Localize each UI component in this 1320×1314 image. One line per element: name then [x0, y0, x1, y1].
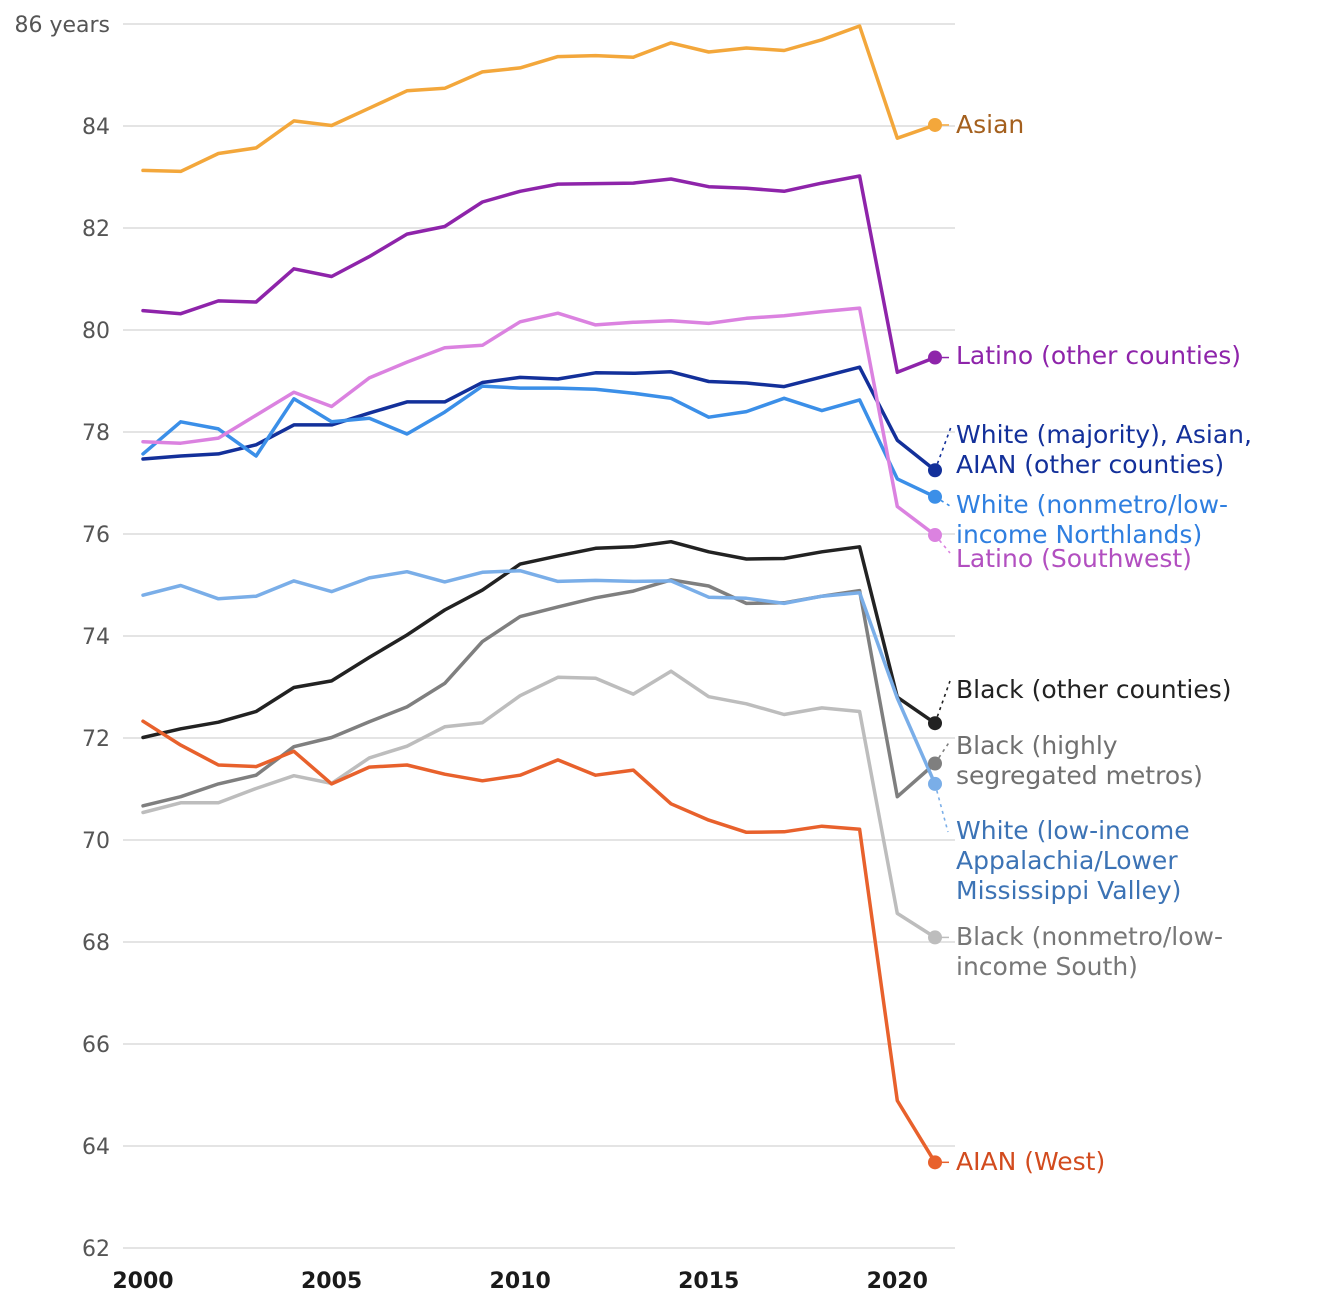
series-line-aian-west	[141, 719, 937, 1165]
series-label-white-nonmetro-low-income-northlands: income Northlands)	[956, 520, 1202, 549]
series-label-aian-west: AIAN (West)	[956, 1147, 1105, 1176]
end-point-white-majority-asian-aian-other-counties	[928, 463, 942, 478]
y-tick-label: 66	[82, 1033, 110, 1058]
y-tick-label: 82	[82, 217, 110, 242]
end-point-latino-other-counties	[928, 350, 942, 365]
series-label-black-highly-segregated-metros: segregated metros)	[956, 761, 1203, 790]
x-tick-label: 2000	[112, 1269, 173, 1294]
end-point-black-highly-segregated-metros	[928, 756, 942, 771]
series-label-black-other-counties: Black (other counties)	[956, 675, 1232, 704]
series-labels: Asian Latino (other counties) White (major…	[956, 110, 1252, 1176]
series-label-white-low-income-appalachia-lower-mississippi-valley: White (low-income	[956, 816, 1190, 845]
series-label-latino-southwest: Latino (Southwest)	[956, 544, 1192, 573]
y-axis-tick-labels: 62 64 66 68 70 72 74 76 78 80 82 84 86 years	[14, 13, 110, 1262]
x-axis-tick-labels: 2000 2005 2010 2015 2020	[112, 1269, 928, 1294]
series-line-latino-other-counties	[141, 174, 937, 375]
y-tick-label: 74	[82, 625, 110, 650]
end-point-white-nonmetro-low-income-northlands	[928, 489, 942, 504]
gridlines	[123, 23, 955, 1249]
series-label-black-highly-segregated-metros: Black (highly	[956, 731, 1118, 760]
end-point-markers	[928, 117, 942, 1170]
label-leader-lines	[934, 124, 952, 1164]
end-point-white-low-income-appalachia-lower-mississippi-valley	[928, 776, 942, 791]
y-tick-label: 76	[82, 523, 110, 548]
y-tick-label: 68	[82, 931, 110, 956]
series-line-white-low-income-appalachia-lower-mississippi-valley	[141, 568, 937, 786]
series-label-latino-other-counties: Latino (other counties)	[956, 341, 1241, 370]
x-tick-label: 2010	[490, 1269, 551, 1294]
series-line-asian	[141, 24, 937, 174]
y-tick-label: 62	[82, 1237, 110, 1262]
series-label-white-low-income-appalachia-lower-mississippi-valley: Appalachia/Lower	[956, 846, 1178, 875]
series-lines	[141, 24, 937, 1165]
y-tick-label: 70	[82, 829, 110, 854]
series-line-black-highly-segregated-metros	[141, 578, 937, 808]
y-tick-label: 64	[82, 1135, 110, 1160]
leader-line-black-other-counties	[934, 680, 951, 724]
series-line-latino-southwest	[141, 306, 937, 537]
series-line-white-nonmetro-low-income-northlands	[141, 384, 937, 499]
end-point-latino-southwest	[928, 528, 942, 543]
y-tick-label: 72	[82, 727, 110, 752]
leader-line-white-majority-asian-aian-other-counties	[934, 426, 952, 471]
series-line-white-majority-asian-aian-other-counties	[141, 365, 937, 473]
series-line-black-nonmetro-low-income-south	[141, 669, 937, 940]
series-label-white-majority-asian-aian-other-counties: AIAN (other counties)	[956, 450, 1224, 479]
x-tick-label: 2020	[867, 1269, 928, 1294]
y-tick-label: 84	[82, 115, 110, 140]
x-tick-label: 2005	[301, 1269, 362, 1294]
series-label-black-nonmetro-low-income-south: Black (nonmetro/low-	[956, 922, 1223, 951]
end-point-asian	[928, 117, 942, 132]
end-point-black-nonmetro-low-income-south	[928, 930, 942, 945]
series-label-white-nonmetro-low-income-northlands: White (nonmetro/low-	[956, 490, 1228, 519]
series-label-white-majority-asian-aian-other-counties: White (majority), Asian,	[956, 420, 1252, 449]
x-tick-label: 2015	[678, 1269, 739, 1294]
series-label-black-nonmetro-low-income-south: income South)	[956, 952, 1138, 981]
leader-line-white-low-income-appalachia-lower-mississippi-valley	[934, 783, 949, 833]
end-point-aian-west	[928, 1155, 942, 1170]
y-tick-label: 86 years	[14, 13, 110, 38]
series-label-white-low-income-appalachia-lower-mississippi-valley: Mississippi Valley)	[956, 876, 1181, 905]
end-point-black-other-counties	[928, 716, 942, 731]
y-tick-label: 78	[82, 421, 110, 446]
y-tick-label: 80	[82, 319, 110, 344]
leader-line-black-highly-segregated-metros	[934, 740, 951, 764]
series-line-black-other-counties	[141, 539, 937, 740]
series-label-asian: Asian	[956, 110, 1024, 139]
